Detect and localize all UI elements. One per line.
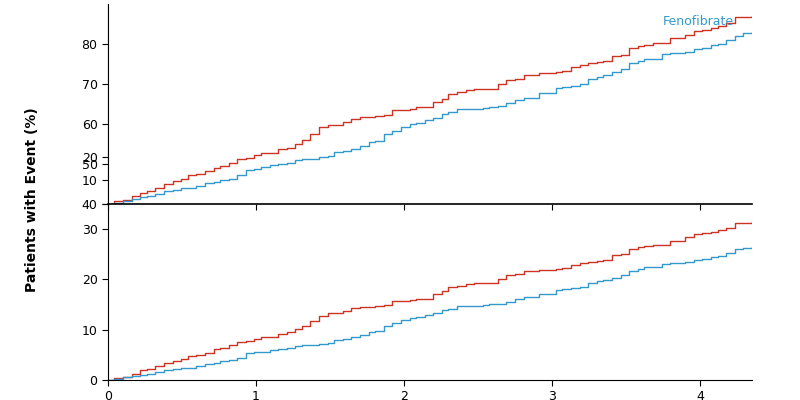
Text: Fenofibrate: Fenofibrate: [663, 15, 734, 28]
Text: Patients with Event (%): Patients with Event (%): [25, 108, 39, 292]
